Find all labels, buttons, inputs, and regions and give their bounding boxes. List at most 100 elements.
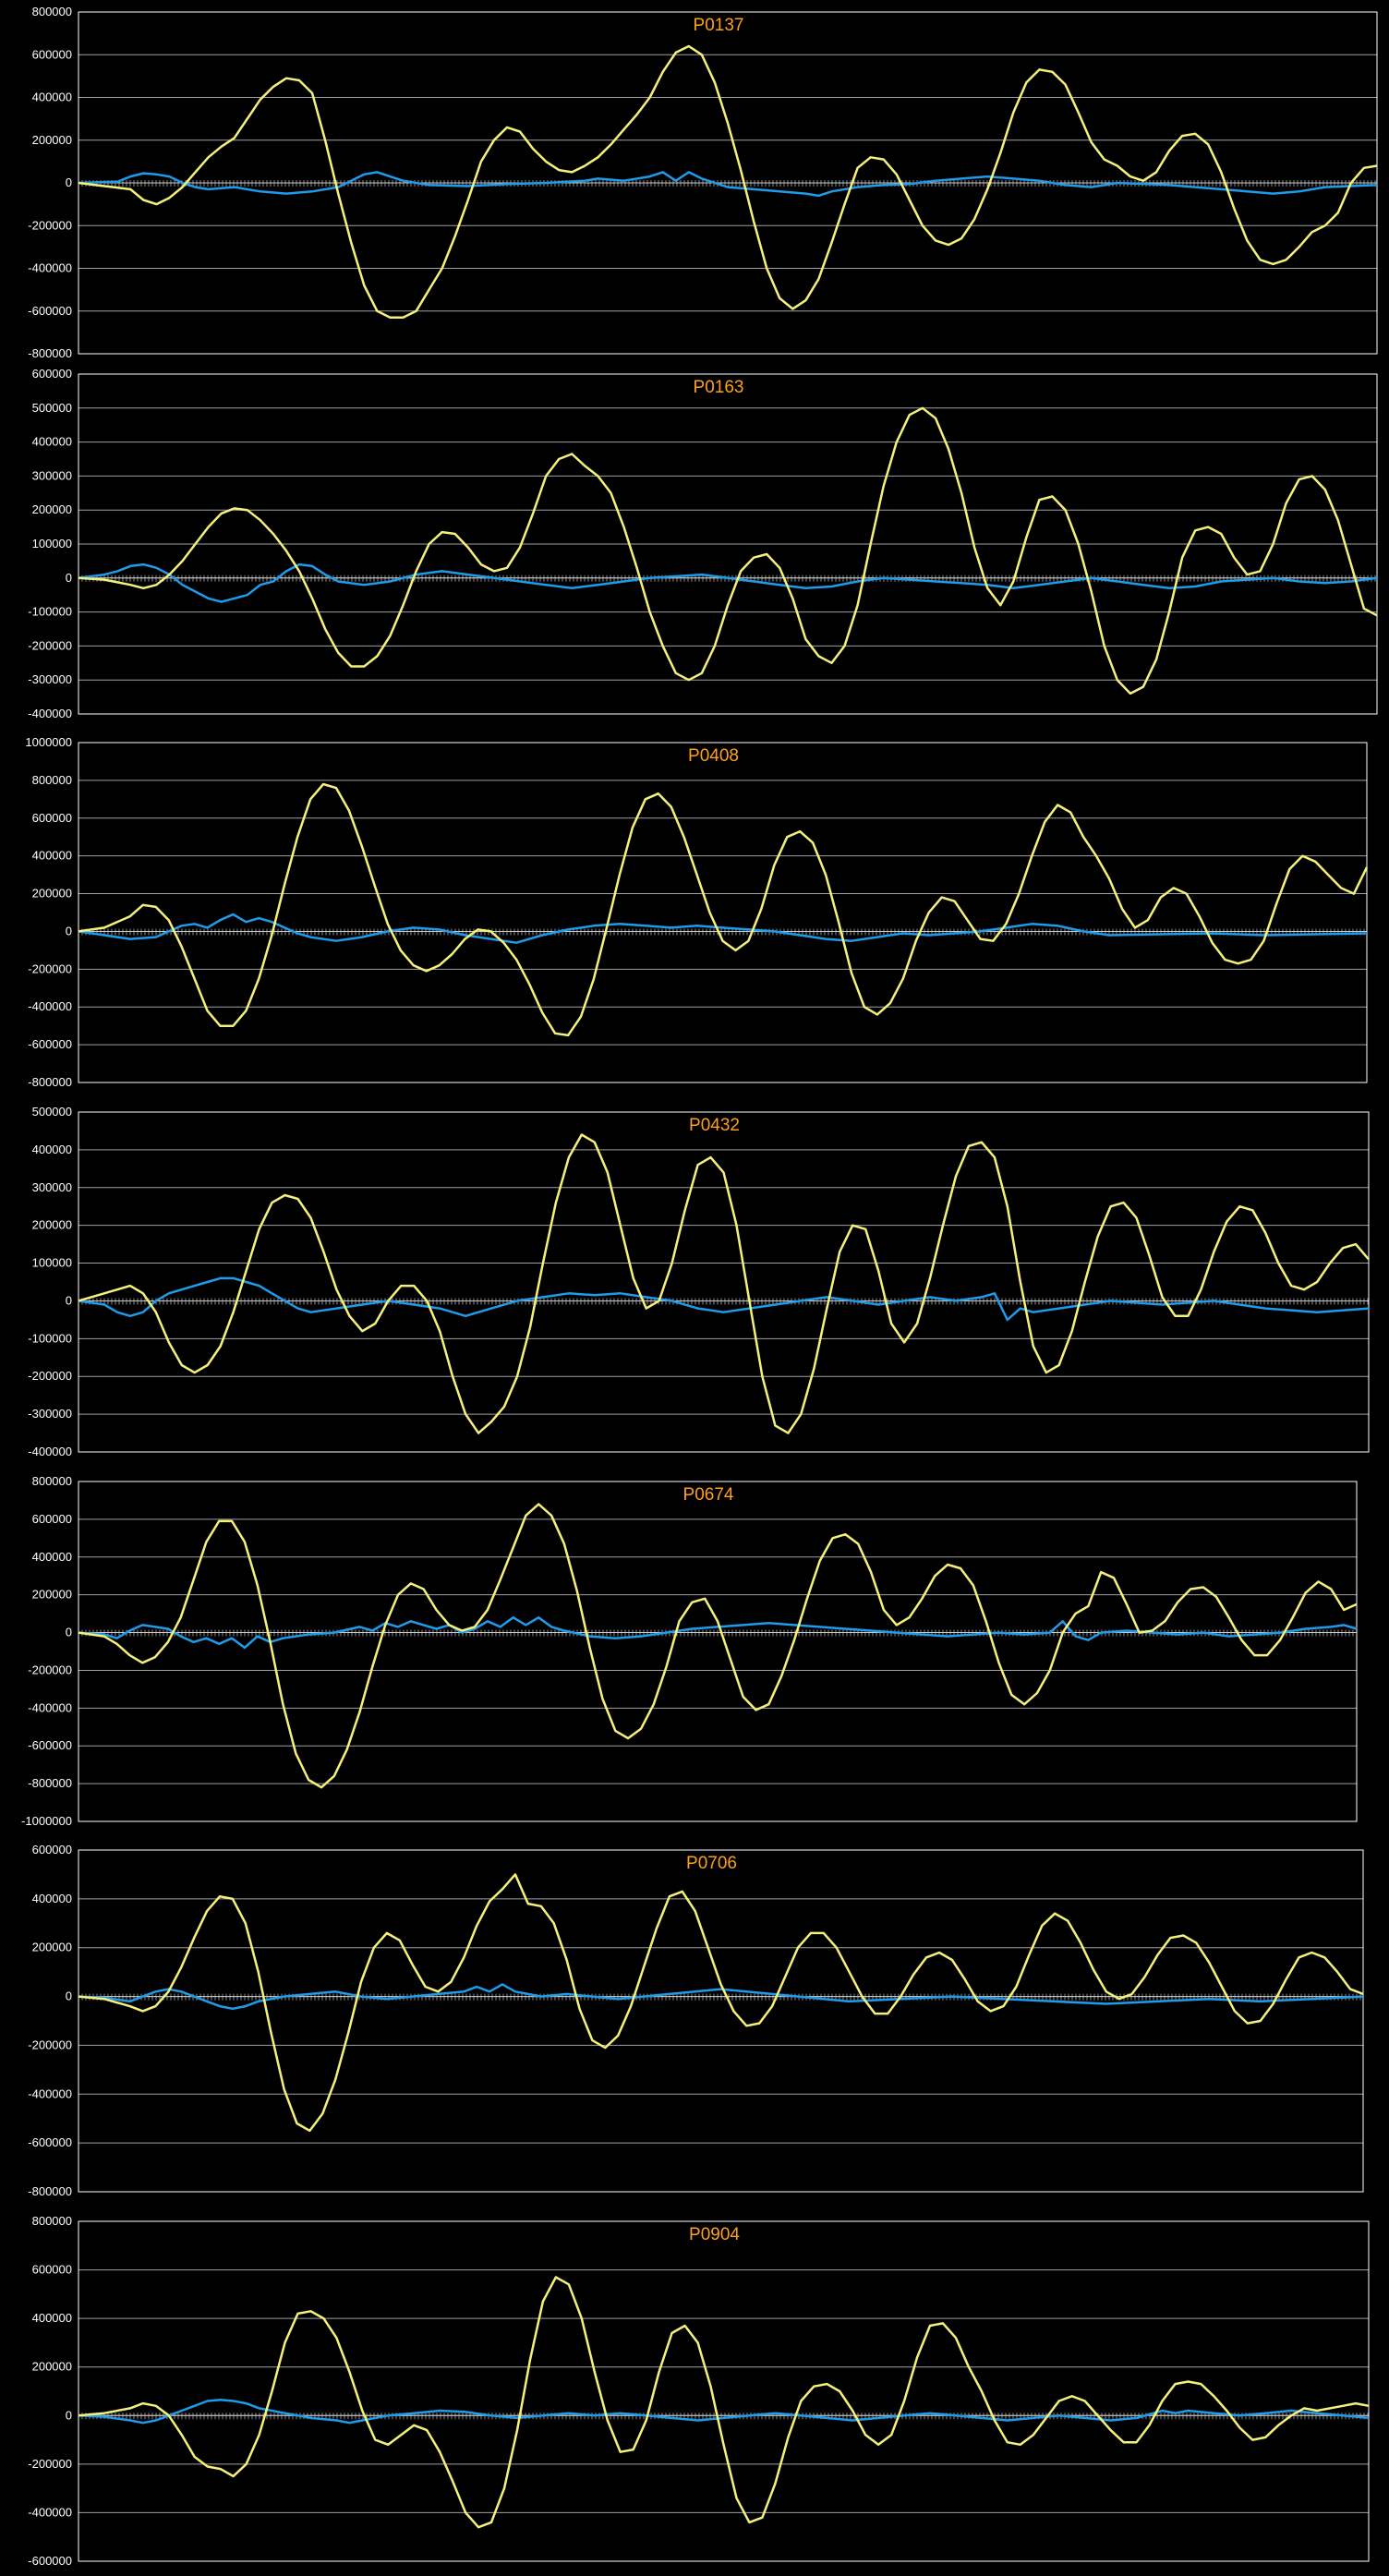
y-tick-label: -600000: [28, 1037, 72, 1051]
chart-title: P0408: [688, 746, 739, 766]
y-tick-label: 200000: [32, 1588, 72, 1602]
y-tick-label: -800000: [28, 1075, 72, 1089]
chart-P0432: 500000 400000 300000 200000 100000 0 -100000 -2…: [28, 1105, 1370, 1458]
series-main-line: [78, 2276, 1370, 2529]
y-tick-label: 400000: [32, 1143, 72, 1156]
y-tick-label: 600000: [32, 811, 72, 825]
y-tick-label: 0: [66, 2408, 72, 2422]
chart-P0137: 800000 600000 400000 200000 0 -200000 -400000 -…: [28, 5, 1378, 360]
y-tick-label: 600000: [32, 2263, 72, 2277]
y-tick-label: -400000: [28, 2505, 72, 2519]
y-tick-label: -600000: [28, 304, 72, 318]
y-tick-label: -600000: [28, 2554, 72, 2568]
y-tick-label: 800000: [32, 773, 72, 787]
y-tick-label: 400000: [32, 1550, 72, 1564]
y-tick-label: -300000: [28, 672, 72, 686]
plot-border: [78, 1849, 1364, 2193]
y-tick-label: 500000: [32, 401, 72, 415]
series-main-line: [78, 1503, 1358, 1789]
y-tick-label: 200000: [32, 2360, 72, 2374]
y-tick-label: 600000: [32, 1843, 72, 1856]
chart-title: P0904: [689, 2225, 740, 2244]
y-tick-label: 600000: [32, 1512, 72, 1526]
y-tick-label: 800000: [32, 1474, 72, 1488]
y-tick-label: -400000: [28, 707, 72, 720]
series-main-line: [78, 1873, 1364, 2133]
y-tick-label: 200000: [32, 1941, 72, 1954]
chart-title: P0137: [694, 16, 744, 35]
y-tick-label: 200000: [32, 502, 72, 516]
series-secondary-line: [78, 913, 1368, 944]
series-main-line: [78, 406, 1378, 695]
y-tick-label: 200000: [32, 1218, 72, 1232]
y-tick-label: -100000: [28, 1331, 72, 1345]
y-tick-label: -200000: [28, 638, 72, 652]
y-tick-label: -200000: [28, 2457, 72, 2471]
y-tick-label: 400000: [32, 849, 72, 863]
y-tick-label: -200000: [28, 961, 72, 975]
y-tick-label: -600000: [28, 2135, 72, 2149]
y-tick-label: 1000000: [25, 735, 72, 749]
y-tick-label: -200000: [28, 2038, 72, 2051]
chart-title: P0432: [689, 1116, 740, 1135]
y-tick-label: -800000: [28, 1776, 72, 1790]
y-tick-label: 0: [66, 924, 72, 937]
y-tick-label: 400000: [32, 2311, 72, 2325]
chart-P0408: 1000000 800000 600000 400000 200000 0 -200000 -…: [25, 735, 1369, 1089]
y-tick-label: -800000: [28, 346, 72, 360]
series-main-line: [78, 44, 1378, 319]
series-main-line: [78, 1133, 1370, 1434]
series-secondary-line: [78, 1276, 1370, 1322]
y-tick-label: -300000: [28, 1407, 72, 1421]
y-tick-label: 0: [66, 1293, 72, 1307]
y-tick-label: 300000: [32, 468, 72, 482]
plot-border: [78, 1111, 1370, 1453]
chart-title: P0706: [686, 1854, 737, 1873]
y-tick-label: -400000: [28, 1700, 72, 1714]
chart-title: P0163: [694, 378, 744, 397]
y-tick-label: 500000: [32, 1105, 72, 1119]
y-tick-label: 0: [66, 1626, 72, 1639]
plot-border: [78, 742, 1368, 1083]
series-secondary-line: [78, 1983, 1364, 2011]
chart-title: P0674: [683, 1485, 734, 1505]
y-tick-label: 0: [66, 175, 72, 189]
series-secondary-line: [78, 2398, 1370, 2425]
plot-border: [78, 373, 1378, 715]
y-tick-label: 400000: [32, 435, 72, 449]
y-tick-label: -400000: [28, 1445, 72, 1458]
y-tick-label: 200000: [32, 133, 72, 147]
series-secondary-line: [78, 171, 1378, 198]
y-tick-label: -200000: [28, 1663, 72, 1676]
chart-P0674: 800000 600000 400000 200000 0 -200000 -400000 -…: [21, 1474, 1358, 1828]
series-secondary-line: [78, 562, 1378, 603]
y-tick-label: 100000: [32, 1256, 72, 1270]
y-tick-label: 800000: [32, 5, 72, 18]
y-tick-label: -1000000: [21, 1814, 72, 1828]
y-tick-label: 0: [66, 1989, 72, 2003]
y-tick-label: 600000: [32, 367, 72, 381]
plot-border: [78, 1481, 1358, 1822]
y-tick-label: 300000: [32, 1180, 72, 1194]
series-main-line: [78, 782, 1369, 1037]
y-tick-label: -400000: [28, 2086, 72, 2100]
y-tick-label: 600000: [32, 47, 72, 61]
y-tick-label: -800000: [28, 2184, 72, 2198]
series-secondary-line: [78, 1615, 1358, 1650]
y-tick-label: 0: [66, 571, 72, 585]
y-tick-label: -200000: [28, 1369, 72, 1383]
y-tick-label: -100000: [28, 605, 72, 619]
chart-P0904: 800000 600000 400000 200000 0 -200000 -400000 -…: [28, 2214, 1370, 2568]
y-tick-label: -400000: [28, 261, 72, 275]
y-tick-label: 400000: [32, 91, 72, 104]
y-tick-label: 200000: [32, 887, 72, 901]
y-tick-label: 100000: [32, 537, 72, 550]
plot-border: [78, 2220, 1370, 2562]
chart-P0163: 600000 500000 400000 300000 200000 100000 0 -10…: [28, 367, 1378, 720]
y-tick-label: -200000: [28, 218, 72, 232]
y-tick-label: 400000: [32, 1892, 72, 1905]
y-tick-label: -600000: [28, 1738, 72, 1752]
y-tick-label: -400000: [28, 999, 72, 1013]
